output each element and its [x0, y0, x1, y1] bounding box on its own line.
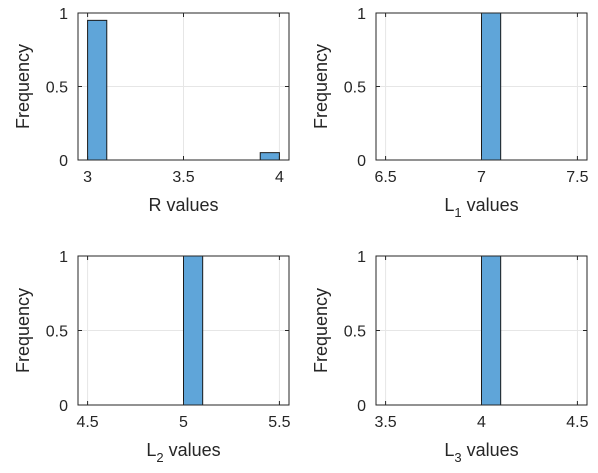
y-axis-label: Frequency [13, 288, 33, 373]
x-axis-label: L2 values [146, 440, 220, 465]
y-tick-label: 1 [357, 249, 366, 266]
histogram-bar [87, 19, 108, 161]
x-tick-label: 4.5 [566, 414, 588, 431]
y-axis-label: Frequency [13, 44, 33, 129]
x-tick-label: 5.5 [268, 414, 290, 431]
x-axis-label: L3 values [444, 440, 518, 465]
x-tick-label: 4.5 [76, 414, 98, 431]
x-tick-label: 7 [477, 169, 486, 186]
histogram-bar [481, 12, 502, 161]
x-tick-label: 7.5 [566, 169, 588, 186]
y-tick-label: 0 [59, 153, 68, 170]
histogram-panel-3: 4.5 5 5.5 0 0.5 1 L2 values Frequency [13, 249, 291, 465]
y-tick-label: 0.5 [344, 324, 366, 341]
x-tick-label: 6.5 [374, 169, 396, 186]
y-tick-label: 0 [357, 398, 366, 415]
x-axis-label: R values [148, 195, 218, 215]
x-tick-label: 3.5 [374, 414, 396, 431]
y-tick-label: 1 [59, 6, 68, 23]
histogram-panel-1: 3 3.5 4 0 0.5 1 R values Frequency [13, 6, 290, 215]
y-tick-label: 0.5 [46, 80, 68, 97]
histogram-panel-4: 3.5 4 4.5 0 0.5 1 L3 values Frequency [311, 249, 589, 465]
x-tick-label: 3.5 [172, 169, 194, 186]
x-tick-label: 3 [83, 169, 92, 186]
x-axis-label: L1 values [444, 195, 518, 220]
x-tick-label: 4 [275, 169, 284, 186]
y-tick-label: 0 [59, 398, 68, 415]
y-tick-label: 1 [357, 6, 366, 23]
y-axis-label: Frequency [311, 288, 331, 373]
y-axis-label: Frequency [311, 44, 331, 129]
x-tick-label: 4 [477, 414, 486, 431]
y-tick-label: 0.5 [46, 324, 68, 341]
y-tick-label: 1 [59, 249, 68, 266]
histogram-panel-2: 6.5 7 7.5 0 0.5 1 L1 values Frequency [311, 6, 589, 220]
histogram-bar [183, 255, 204, 406]
y-tick-label: 0 [357, 153, 366, 170]
y-tick-label: 0.5 [344, 80, 366, 97]
x-tick-label: 5 [179, 414, 188, 431]
histogram-bar [259, 152, 280, 161]
histogram-bar [481, 255, 502, 406]
